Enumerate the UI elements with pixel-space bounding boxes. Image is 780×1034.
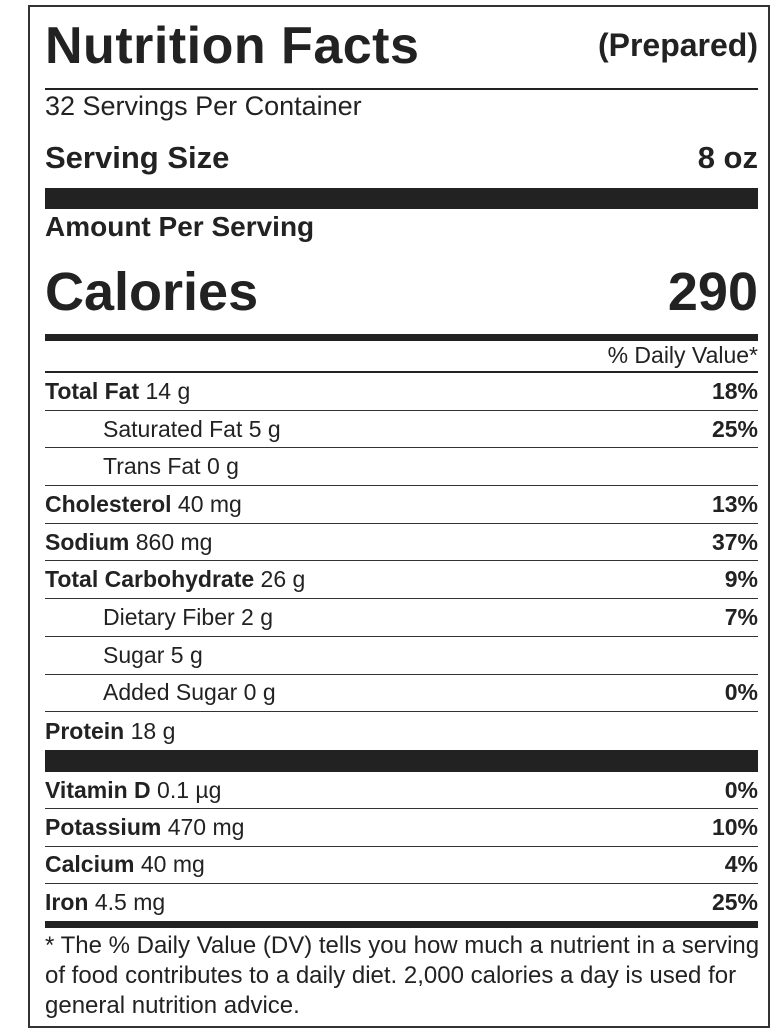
- nutrient-label: Cholesterol 40 mg: [45, 491, 242, 518]
- nutrient-label: Added Sugar 0 g: [45, 679, 276, 706]
- daily-value-header: % Daily Value*: [607, 342, 758, 368]
- nutrient-row: Sodium 860 mg 37%: [45, 524, 758, 562]
- title: Nutrition Facts: [45, 17, 420, 75]
- nutrient-label: Trans Fat 0 g: [45, 453, 239, 480]
- daily-value: 10%: [711, 813, 758, 840]
- nutrient-amount: 40 mg: [177, 490, 242, 517]
- nutrient-name: Saturated Fat: [103, 415, 243, 442]
- nutrient-label: Iron 4.5 mg: [45, 889, 165, 916]
- nutrient-label: Potassium 470 mg: [45, 814, 244, 841]
- nutrient-name: Total Carbohydrate: [45, 566, 255, 593]
- daily-value: 13%: [711, 490, 758, 517]
- nutrient-row: Protein 18 g: [45, 712, 758, 750]
- nutrient-name: Added Sugar: [103, 679, 238, 706]
- nutrient-name: Vitamin D: [45, 776, 151, 803]
- footnote: * The % Daily Value (DV) tells you how m…: [45, 932, 760, 1019]
- daily-value: 18%: [711, 377, 758, 404]
- nutrient-row: Total Fat 14 g 18%: [45, 373, 758, 411]
- daily-value: 0%: [724, 776, 758, 803]
- rule: [45, 88, 758, 90]
- nutrient-name: Iron: [45, 889, 89, 916]
- nutrient-row: Vitamin D 0.1 µg 0%: [45, 772, 758, 810]
- nutrient-name: Protein: [45, 717, 125, 744]
- nutrient-name: Sugar: [103, 641, 165, 668]
- nutrient-amount: 26 g: [260, 566, 306, 593]
- amount-per-serving: Amount Per Serving: [45, 211, 315, 242]
- nutrient-row: Added Sugar 0 g 0%: [45, 675, 758, 713]
- nutrient-label: Saturated Fat 5 g: [45, 416, 281, 443]
- nutrient-row: Saturated Fat 5 g 25%: [45, 411, 758, 449]
- nutrient-name: Trans Fat: [103, 453, 201, 480]
- nutrient-row: Calcium 40 mg 4%: [45, 847, 758, 884]
- nutrient-label: Sodium 860 mg: [45, 529, 212, 556]
- nutrient-name: Calcium: [45, 851, 135, 878]
- nutrient-label: Total Fat 14 g: [45, 378, 190, 405]
- nutrient-amount: 5 g: [248, 415, 281, 442]
- nutrient-amount: 0 g: [243, 679, 276, 706]
- calories-label: Calories: [45, 262, 259, 322]
- nutrient-name: Cholesterol: [45, 490, 172, 517]
- nutrient-row: Trans Fat 0 g: [45, 448, 758, 487]
- calories-value: 290: [667, 262, 758, 322]
- nutrient-amount: 470 mg: [167, 813, 245, 840]
- nutrient-amount: 4.5 mg: [94, 889, 166, 916]
- rule: [45, 371, 758, 373]
- daily-value: 25%: [711, 415, 758, 442]
- servings: 32 Servings Per Container: [45, 91, 362, 121]
- daily-value: 7%: [724, 604, 758, 631]
- thick-bar: [45, 188, 758, 209]
- nutrient-amount: 5 g: [170, 641, 203, 668]
- nutrient-name: Potassium: [45, 813, 162, 840]
- nutrient-amount: 0.1 µg: [157, 776, 222, 803]
- thick-bar: [45, 750, 758, 772]
- nutrient-amount: 40 mg: [140, 851, 205, 878]
- nutrient-row: Cholesterol 40 mg 13%: [45, 486, 758, 524]
- daily-value: 25%: [711, 889, 758, 916]
- daily-value: 9%: [724, 566, 758, 593]
- serving-size-value: 8 oz: [697, 140, 758, 175]
- serving-size-label: Serving Size: [45, 140, 230, 175]
- nutrient-amount: 18 g: [130, 717, 176, 744]
- nutrient-name: Sodium: [45, 528, 130, 555]
- nutrient-name: Dietary Fiber: [103, 604, 235, 631]
- nutrient-row: Total Carbohydrate 26 g 9%: [45, 562, 758, 600]
- medium-bar: [45, 334, 758, 341]
- nutrient-amount: 860 mg: [135, 528, 213, 555]
- nutrient-row: Potassium 470 mg 10%: [45, 809, 758, 847]
- nutrient-amount: 2 g: [241, 604, 274, 631]
- nutrient-row: Iron 4.5 mg 25%: [45, 884, 758, 921]
- label-border: [28, 5, 770, 1028]
- nutrient-label: Calcium 40 mg: [45, 851, 205, 878]
- nutrient-label: Dietary Fiber 2 g: [45, 604, 273, 631]
- nutrient-label: Total Carbohydrate 26 g: [45, 566, 305, 593]
- nutrient-amount: 0 g: [206, 453, 239, 480]
- nutrient-row: Sugar 5 g: [45, 637, 758, 675]
- nutrient-label: Sugar 5 g: [45, 642, 203, 669]
- nutrient-name: Total Fat: [45, 377, 140, 404]
- subtitle: (Prepared): [597, 27, 758, 63]
- nutrient-label: Vitamin D 0.1 µg: [45, 777, 221, 804]
- medium-bar: [45, 921, 758, 928]
- daily-value: 0%: [724, 679, 758, 706]
- nutrient-label: Protein 18 g: [45, 718, 175, 745]
- daily-value: 4%: [724, 851, 758, 878]
- daily-value: 37%: [711, 528, 758, 555]
- nutrient-row: Dietary Fiber 2 g 7%: [45, 599, 758, 637]
- nutrient-amount: 14 g: [145, 377, 191, 404]
